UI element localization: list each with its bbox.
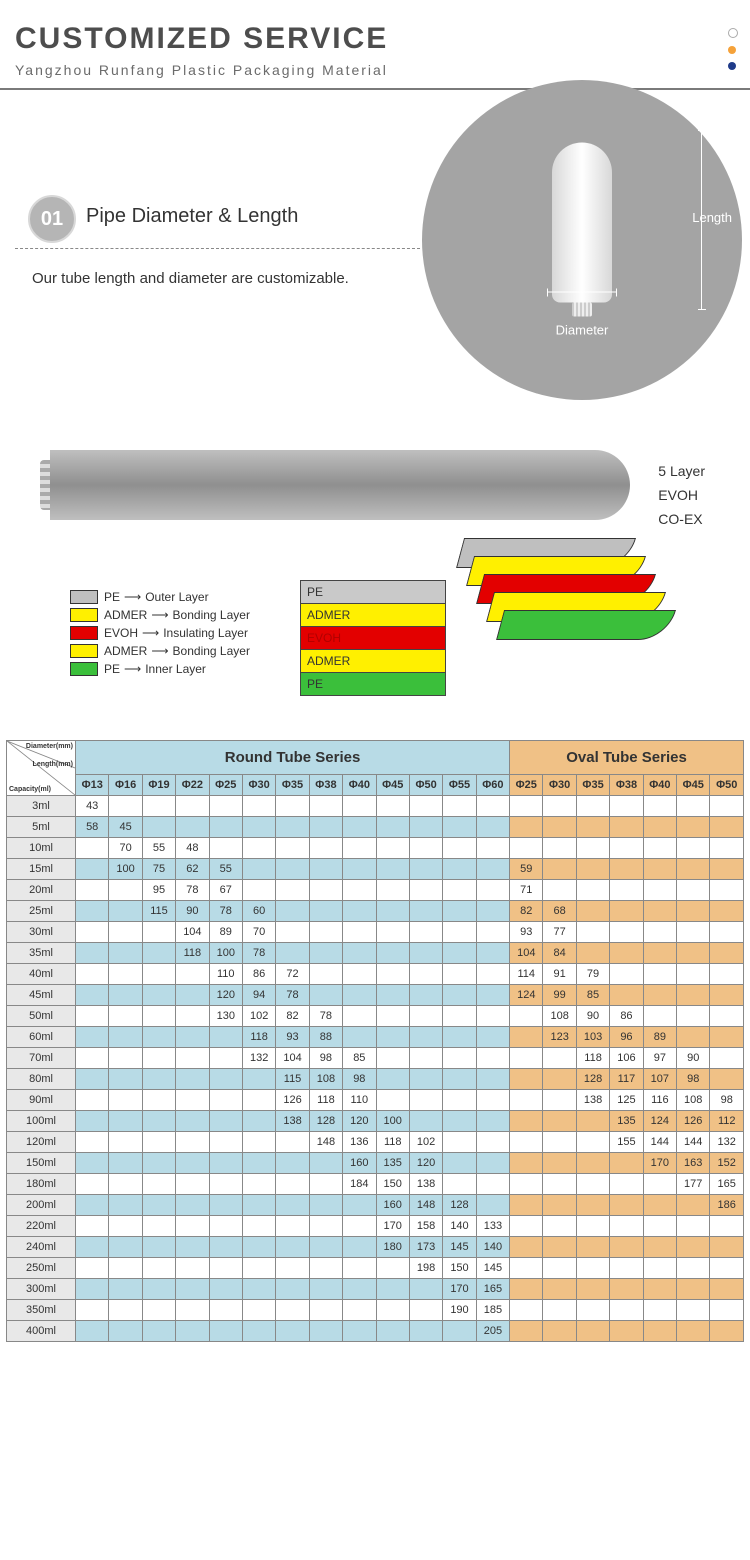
page-subtitle: Yangzhou Runfang Plastic Packaging Mater… (15, 62, 735, 78)
divider-dashed (15, 248, 420, 249)
section-number-badge: 01 (28, 195, 76, 243)
layer-stack: PEADMEREVOHADMERPE (300, 580, 446, 695)
tube-icon (552, 143, 612, 303)
section-title: Pipe Diameter & Length (86, 205, 298, 228)
size-table: Diameter(mm)Length(mm)Capacity(ml)Round … (6, 740, 744, 1342)
pipe-graphic (50, 450, 630, 520)
layer-right-labels: 5 Layer EVOH CO-EX (658, 460, 705, 531)
diameter-label: Diameter (552, 323, 612, 338)
layer-legend: PE⟶Outer LayerADMER⟶Bonding LayerEVOH⟶In… (70, 590, 250, 680)
page-header: CUSTOMIZED SERVICE Yangzhou Runfang Plas… (0, 0, 750, 90)
page-title: CUSTOMIZED SERVICE (15, 22, 735, 56)
section-description: Our tube length and diameter are customi… (32, 270, 349, 287)
section-pipe-diameter: Diameter Length 01 Pipe Diameter & Lengt… (0, 90, 750, 430)
size-table-wrap: Diameter(mm)Length(mm)Capacity(ml)Round … (0, 740, 750, 1362)
length-label: Length (692, 210, 732, 225)
layer-peel (460, 538, 690, 678)
layer-diagram: 5 Layer EVOH CO-EX PE⟶Outer LayerADMER⟶B… (0, 430, 750, 740)
decorative-dots (728, 28, 738, 78)
tube-illustration-circle: Diameter Length (422, 80, 742, 400)
